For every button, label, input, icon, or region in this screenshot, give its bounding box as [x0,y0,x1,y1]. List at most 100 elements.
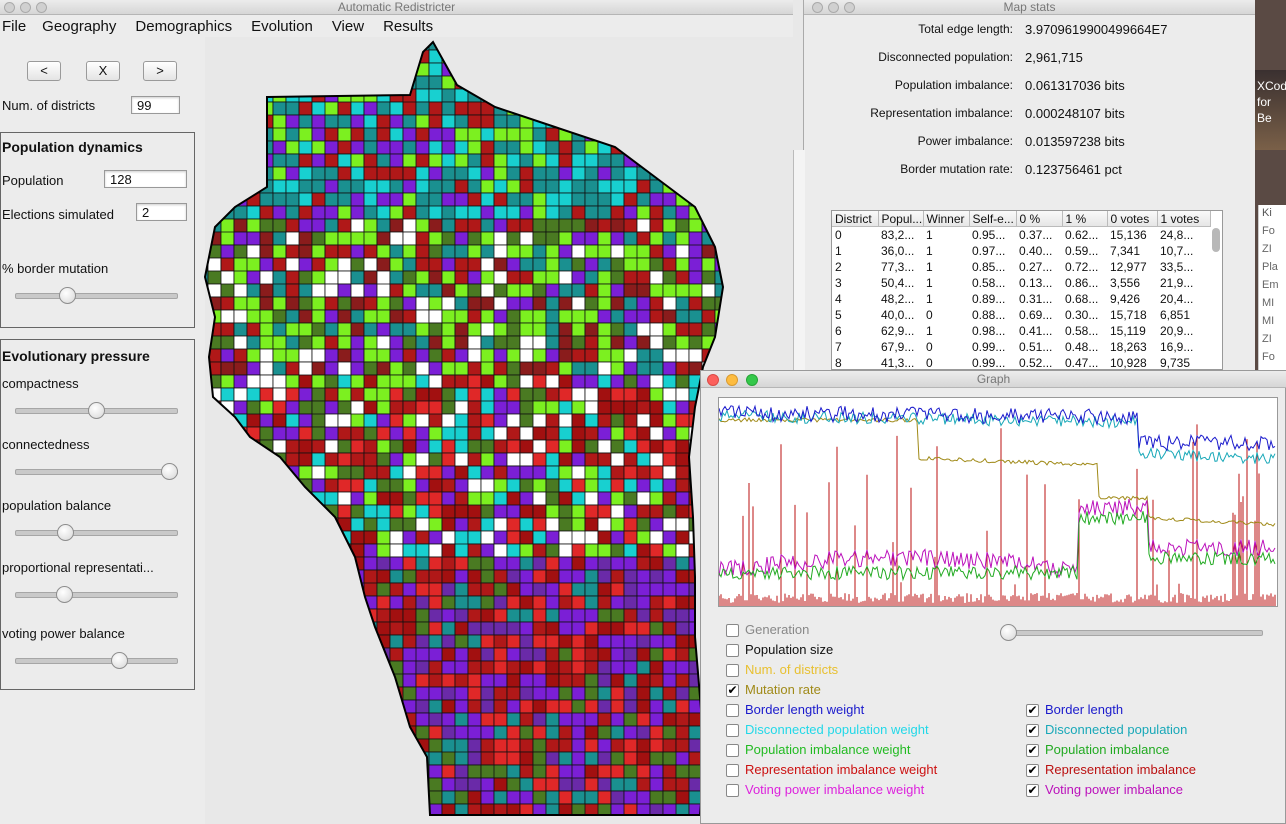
map-precinct [350,439,365,454]
graph-series-checkbox[interactable]: ✔ [1026,703,1039,717]
wisconsin-district-map[interactable] [195,37,795,824]
map-precinct [506,634,521,649]
table-header[interactable]: Self-e... [969,211,1017,227]
population-input[interactable]: 128 [104,170,187,188]
pressure-slider-knob[interactable] [88,402,105,419]
graph-series-checkbox[interactable]: ✔ [1026,723,1039,737]
table-row[interactable]: 5 40,0... 0 0.88... 0.69... 0.30... 15,718 6,85… [832,307,1210,323]
map-precinct [675,595,690,610]
graph-series-checkbox[interactable] [726,704,739,717]
graph-history-slider[interactable] [1003,630,1263,636]
district-table[interactable]: District Popul... Winner Self-e... 0 % 1 % 0 v… [831,210,1223,370]
pressure-slider[interactable] [15,530,178,536]
map-precinct [285,764,300,779]
graph-series-checkbox[interactable] [726,624,739,637]
graph-series-label[interactable]: Population imbalance weight [745,742,911,757]
graph-history-slider-knob[interactable] [1000,624,1017,641]
table-scrollbar[interactable] [1212,228,1220,252]
map-precinct [311,335,326,350]
graph-series-label[interactable]: Border length weight [745,702,865,717]
table-header[interactable]: 1 votes [1157,211,1211,227]
table-header[interactable]: 0 % [1016,211,1063,227]
map-precinct [259,569,274,584]
graph-series-label[interactable]: Population size [745,642,834,657]
pressure-slider[interactable] [15,658,178,664]
close-icon[interactable] [707,374,719,386]
graph-series-checkbox[interactable] [726,724,739,737]
pressure-slider[interactable] [15,469,178,475]
graph-series-label[interactable]: Population imbalance [1045,742,1170,757]
map-precinct [480,322,495,337]
map-precinct [623,569,638,584]
graph-series-checkbox[interactable] [726,784,739,797]
zoom-icon[interactable] [746,374,758,386]
menu-geography[interactable]: Geography [42,18,117,35]
graph-series-label[interactable]: Representation imbalance weight [745,762,938,777]
next-button[interactable]: > [143,61,177,81]
table-row[interactable]: 7 67,9... 0 0.99... 0.51... 0.48... 18,263 16,9… [832,339,1210,355]
previous-button[interactable]: < [27,61,61,81]
graph-series-label[interactable]: Voting power imbalance weight [745,782,925,797]
pressure-slider[interactable] [15,592,178,598]
map-precinct [272,738,287,753]
graph-series-checkbox[interactable]: ✔ [1026,763,1039,777]
graph-series-checkbox[interactable]: ✔ [726,683,739,697]
pressure-slider-knob[interactable] [57,524,75,541]
graph-series-label[interactable]: Disconnected population weight [745,722,929,737]
graph-series-checkbox[interactable] [726,664,739,677]
menu-demographics[interactable]: Demographics [135,18,233,35]
close-icon[interactable] [812,2,823,13]
num-districts-input[interactable]: 99 [131,96,180,114]
pressure-slider-knob[interactable] [161,463,178,480]
graph-series-label[interactable]: Num. of districts [745,662,839,677]
map-precinct [428,374,443,389]
border-mutation-slider-knob[interactable] [58,287,76,304]
table-row[interactable]: 6 62,9... 1 0.98... 0.41... 0.58... 15,119 20,9… [832,323,1210,339]
stop-button[interactable]: X [86,61,120,81]
pressure-slider-knob[interactable] [55,586,73,603]
table-header[interactable]: 1 % [1062,211,1108,227]
table-header[interactable]: Winner [923,211,970,227]
graph-series-label[interactable]: Representation imbalance [1045,762,1197,777]
graph-series-label[interactable]: Disconnected population [1045,722,1188,737]
graph-series-label[interactable]: Border length [1045,702,1124,717]
table-header[interactable]: 0 votes [1107,211,1158,227]
graph-series-label[interactable]: Generation [745,622,810,637]
zoom-icon[interactable] [844,2,855,13]
map-precinct [584,296,599,311]
border-mutation-slider[interactable] [15,293,178,299]
menu-results[interactable]: Results [383,18,434,35]
map-precinct [389,361,404,376]
map-precinct [662,75,677,103]
graph-series-label[interactable]: Mutation rate [745,682,821,697]
graph-series-label[interactable]: Voting power imbalance [1045,782,1184,797]
map-precinct [649,751,664,766]
table-header[interactable]: Popul... [878,211,924,227]
menu-view[interactable]: View [331,18,365,35]
map-precinct [480,608,495,623]
table-row[interactable]: 3 50,4... 1 0.58... 0.13... 0.86... 3,556 21,9.… [832,275,1210,291]
table-header[interactable]: District [832,211,879,227]
table-row[interactable]: 8 41,3... 0 0.99... 0.52... 0.47... 10,928 9,73… [832,355,1210,369]
graph-series-checkbox[interactable]: ✔ [1026,743,1039,757]
minimize-icon[interactable] [20,2,31,13]
table-row[interactable]: 2 77,3... 1 0.85... 0.27... 0.72... 12,977 33,5… [832,259,1210,275]
table-row[interactable]: 4 48,2... 1 0.89... 0.31... 0.68... 9,426 20,4.… [832,291,1210,307]
graph-series-checkbox[interactable] [726,764,739,777]
graph-series-checkbox[interactable] [726,644,739,657]
menu-file[interactable]: File [2,18,27,35]
map-precinct [701,153,723,168]
pressure-slider-knob[interactable] [111,652,129,669]
elections-input[interactable]: 2 [136,203,187,221]
minimize-icon[interactable] [828,2,839,13]
graph-series-checkbox[interactable] [726,744,739,757]
zoom-icon[interactable] [36,2,47,13]
minimize-icon[interactable] [726,374,738,386]
graph-series-checkbox[interactable]: ✔ [1026,783,1039,797]
close-icon[interactable] [4,2,15,13]
table-row[interactable]: 0 83,2... 1 0.95... 0.37... 0.62... 15,136 24,8… [832,227,1210,244]
map-precinct [233,452,248,480]
table-row[interactable]: 1 36,0... 1 0.97... 0.40... 0.59... 7,341 10,7.… [832,243,1210,259]
menu-evolution[interactable]: Evolution [251,18,313,35]
map-precinct [285,270,300,285]
